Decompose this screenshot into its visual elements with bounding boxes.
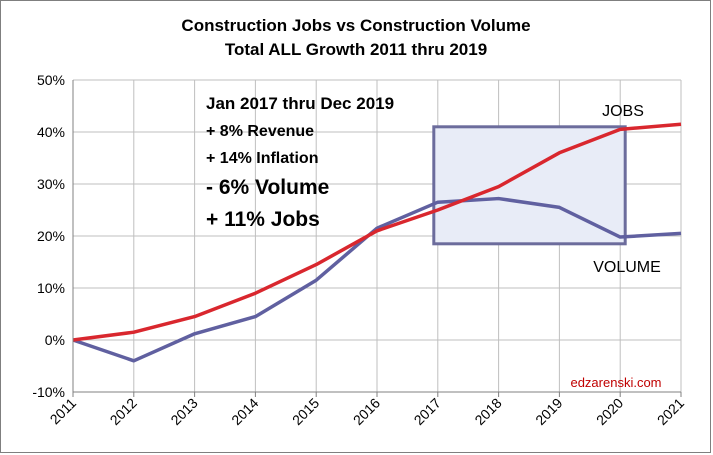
y-tick-label: 10% [37, 280, 65, 296]
y-tick-label: -10% [32, 384, 65, 400]
y-tick-label: 0% [45, 332, 65, 348]
x-tick-label: 2016 [350, 395, 383, 428]
y-tick-label: 50% [37, 72, 65, 88]
x-tick-label: 2015 [289, 395, 322, 428]
x-tick-label: 2021 [654, 395, 687, 428]
series-labels: JOBS VOLUME [593, 103, 661, 276]
annotation-line: Jan 2017 thru Dec 2019 [206, 94, 394, 113]
y-tick-label: 30% [37, 176, 65, 192]
chart-title: Construction Jobs vs Construction Volume [181, 16, 530, 35]
x-tick-label: 2020 [593, 395, 626, 428]
y-tick-label: 20% [37, 228, 65, 244]
series-line-jobs [72, 122, 682, 342]
series-layer [72, 122, 682, 363]
series-label-jobs: JOBS [602, 103, 644, 120]
credit-text: edzarenski.com [570, 375, 661, 390]
x-tick-label: 2014 [228, 395, 261, 428]
annotation-line: - 6% Volume [206, 176, 329, 199]
chart-subtitle: Total ALL Growth 2011 thru 2019 [225, 40, 487, 59]
x-tick-label: 2019 [532, 395, 565, 428]
y-tick-label: 40% [37, 124, 65, 140]
annotation-line: + 11% Jobs [206, 208, 320, 231]
x-tick-label: 2012 [107, 395, 140, 428]
series-label-volume: VOLUME [593, 259, 661, 276]
x-tick-label: 2013 [167, 395, 200, 428]
annotation-line: + 14% Inflation [206, 150, 318, 167]
annotation-line: + 8% Revenue [206, 123, 314, 140]
x-tick-label: 2017 [411, 395, 444, 428]
annotation-text-block: Jan 2017 thru Dec 2019 + 8% Revenue + 14% … [206, 94, 394, 231]
series-line-volume [72, 196, 682, 363]
x-tick-label: 2018 [471, 395, 504, 428]
